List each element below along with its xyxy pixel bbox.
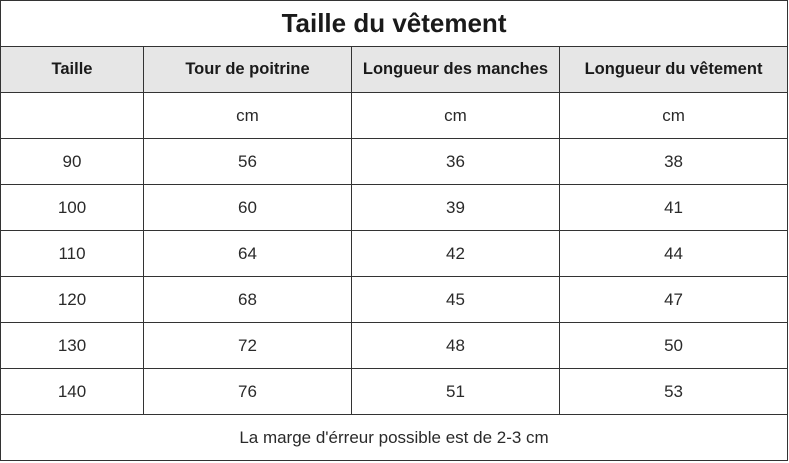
chest-cell: 76 [143,368,352,415]
length-cell: 41 [558,184,789,231]
size-cell: 130 [0,322,144,369]
table-title: Taille du vêtement [0,0,789,47]
header-sleeve-length: Longueur des manches [351,46,560,93]
size-cell: 90 [0,138,144,185]
sleeve-cell: 36 [351,138,560,185]
chest-cell: 56 [143,138,352,185]
length-cell: 44 [558,230,789,277]
table-row: 120 68 45 47 [0,276,789,323]
title-row: Taille du vêtement [0,0,789,47]
length-cell: 53 [558,368,789,415]
chest-cell: 72 [143,322,352,369]
table-row: 110 64 42 44 [0,230,789,277]
units-row: cm cm cm [0,92,789,139]
chest-cell: 64 [143,230,352,277]
units-length-cell: cm [558,92,789,139]
header-chest: Tour de poitrine [143,46,352,93]
size-cell: 100 [0,184,144,231]
table-row: 90 56 36 38 [0,138,789,185]
sleeve-cell: 42 [351,230,560,277]
error-margin-note: La marge d'érreur possible est de 2-3 cm [0,414,789,461]
units-sleeve-cell: cm [351,92,560,139]
note-row: La marge d'érreur possible est de 2-3 cm [0,414,789,461]
header-row: Taille Tour de poitrine Longueur des man… [0,46,789,93]
sleeve-cell: 45 [351,276,560,323]
units-size-cell [0,92,144,139]
sleeve-cell: 39 [351,184,560,231]
length-cell: 38 [558,138,789,185]
size-cell: 110 [0,230,144,277]
sleeve-cell: 51 [351,368,560,415]
header-size: Taille [0,46,144,93]
length-cell: 50 [558,322,789,369]
length-cell: 47 [558,276,789,323]
table-row: 130 72 48 50 [0,322,789,369]
chest-cell: 60 [143,184,352,231]
size-cell: 120 [0,276,144,323]
chest-cell: 68 [143,276,352,323]
sleeve-cell: 48 [351,322,560,369]
table-row: 100 60 39 41 [0,184,789,231]
header-garment-length: Longueur du vêtement [558,46,789,93]
units-chest-cell: cm [143,92,352,139]
size-cell: 140 [0,368,144,415]
table-row: 140 76 51 53 [0,368,789,415]
